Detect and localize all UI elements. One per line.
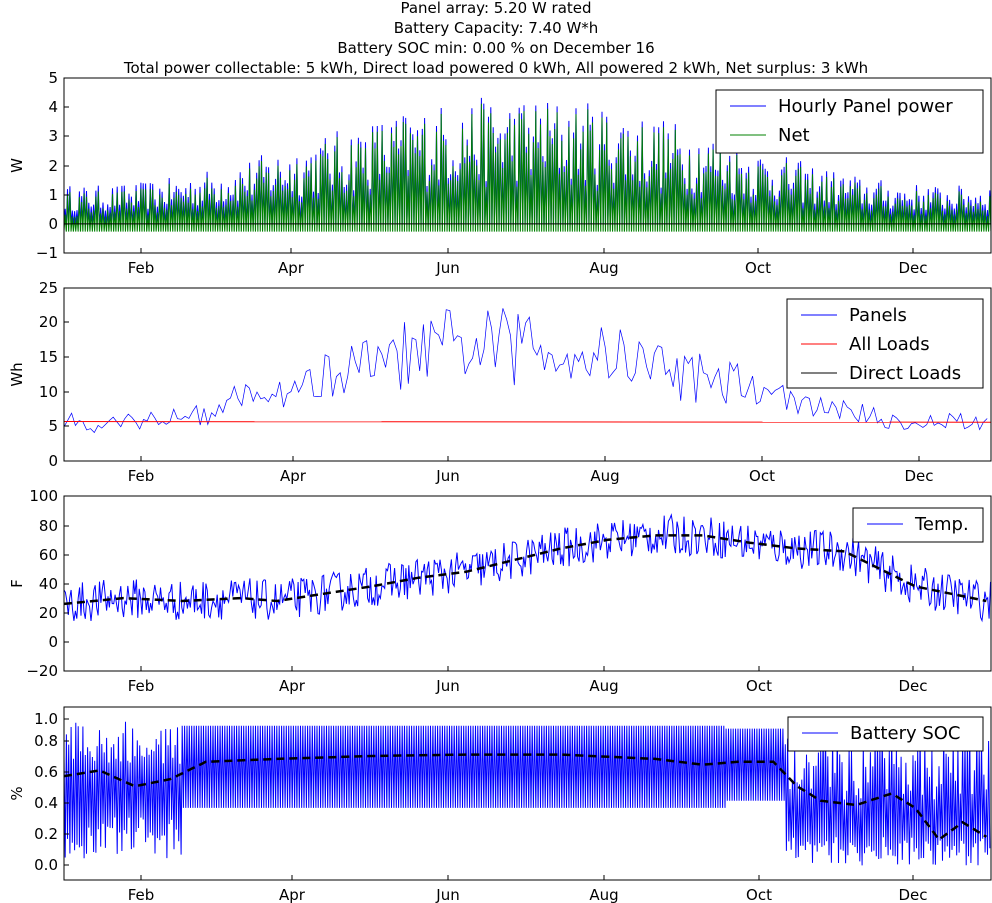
x-tick-label: Feb (128, 886, 155, 903)
series-temp (64, 513, 991, 623)
figure-title-line-3: Battery SOC min: 0.00 % on December 16 (337, 39, 655, 57)
x-tick-label: Jun (435, 259, 459, 277)
legend-label: Battery SOC (850, 723, 961, 744)
x-tick-label: Jun (435, 677, 459, 695)
legend-label: All Loads (849, 334, 930, 355)
x-tick-label: Jun (435, 886, 459, 903)
x-tick-label: Feb (128, 467, 155, 485)
x-tick-label: Aug (589, 259, 618, 277)
y-axis-label: % (8, 786, 26, 800)
chart-panel-4: 0.0 0.2 0.4 0.6 0.8 1.0 Feb Apr Jun Aug Oct Dec% Bat… (8, 706, 992, 903)
x-tick-label: Oct (749, 467, 775, 485)
x-tick-label: Dec (898, 886, 927, 903)
x-tick-label: Apr (279, 677, 306, 695)
chart-panel-2: 0 5 10 15 20 25 Feb Apr Jun Aug Oct Dec Wh Panels All … (8, 279, 992, 485)
x-tick-label: Oct (745, 259, 771, 277)
legend-box (715, 89, 984, 154)
y-axis-label: F (8, 579, 26, 588)
series-all-loads (64, 421, 991, 423)
y-tick-label: 100 (29, 487, 58, 505)
axes-frame (63, 706, 992, 881)
series-battery-soc (64, 721, 991, 866)
y-tick-label: 5 (48, 69, 58, 87)
x-tick-label: Oct (746, 677, 772, 695)
y-tick-label: 0.0 (34, 856, 58, 874)
x-tick-label: Apr (278, 259, 305, 277)
y-tick-label: 0.4 (34, 794, 58, 812)
y-tick-label: 20 (39, 604, 58, 622)
y-tick-label: 1.0 (34, 710, 58, 728)
y-tick-label: −1 (36, 244, 58, 262)
y-tick-label: 0.8 (34, 732, 58, 750)
y-tick-label: 10 (39, 383, 58, 401)
x-tick-label: Dec (898, 259, 927, 277)
plot-area (64, 721, 991, 866)
y-tick-label: 25 (39, 279, 58, 297)
y-tick-label: −20 (26, 662, 58, 680)
y-tick-label: 40 (39, 575, 58, 593)
legend-label: Hourly Panel power (778, 96, 953, 117)
figure-title-line-4: Total power collectable: 5 kWh, Direct l… (123, 59, 869, 77)
legend-label: Temp. (914, 514, 969, 535)
y-tick-label: 20 (39, 313, 58, 331)
x-tick-label: Aug (590, 467, 619, 485)
chart-panel-3: −20 0 20 40 60 80 100 Feb Apr Jun Aug Oct Dec F Temp. (8, 487, 992, 695)
y-tick-label: 0 (48, 452, 58, 470)
legend-label: Net (778, 125, 810, 146)
plot-area (64, 308, 991, 461)
legend-box (787, 716, 984, 752)
x-tick-label: Aug (589, 677, 618, 695)
y-tick-label: 0.2 (34, 825, 58, 843)
plot-area (64, 513, 991, 623)
x-tick-label: Feb (128, 677, 155, 695)
x-tick-label: Oct (746, 886, 772, 903)
axes-frame (63, 287, 992, 462)
y-tick-label: 2 (48, 157, 58, 175)
chart-panel-1: −1 0 1 2 3 4 5 Feb Apr Jun Aug Oct Dec W Hourly Panel … (8, 69, 992, 277)
y-tick-label: 80 (39, 517, 58, 535)
x-tick-label: Aug (589, 886, 618, 903)
legend-label: Direct Loads (849, 363, 961, 384)
x-tick-label: Dec (898, 677, 927, 695)
x-tick-label: Apr (280, 467, 307, 485)
legend-label: Panels (849, 305, 907, 326)
x-tick-label: Dec (904, 467, 933, 485)
figure-title-line-1: Panel array: 5.20 W rated (400, 0, 592, 17)
y-tick-label: 0.6 (34, 763, 58, 781)
figure-title-line-2: Battery Capacity: 7.40 W*h (393, 19, 599, 37)
plot-area (64, 97, 991, 232)
trend-temp-mean (64, 534, 987, 606)
series-net (64, 103, 991, 232)
y-tick-label: 5 (48, 417, 58, 435)
y-tick-label: 1 (48, 186, 58, 204)
y-tick-label: 60 (39, 546, 58, 564)
y-axis-label: Wh (8, 362, 26, 386)
y-tick-label: 0 (48, 633, 58, 651)
y-tick-label: 15 (39, 348, 58, 366)
x-tick-label: Feb (128, 259, 155, 277)
y-tick-label: 0 (48, 215, 58, 233)
x-tick-label: Apr (279, 886, 306, 903)
series-panels (64, 308, 988, 434)
x-tick-label: Jun (435, 467, 459, 485)
y-tick-label: 4 (48, 98, 58, 116)
trend-soc-mean (64, 753, 987, 842)
y-axis-label: W (8, 158, 26, 173)
legend-box (852, 507, 984, 543)
y-tick-label: 3 (48, 127, 58, 145)
